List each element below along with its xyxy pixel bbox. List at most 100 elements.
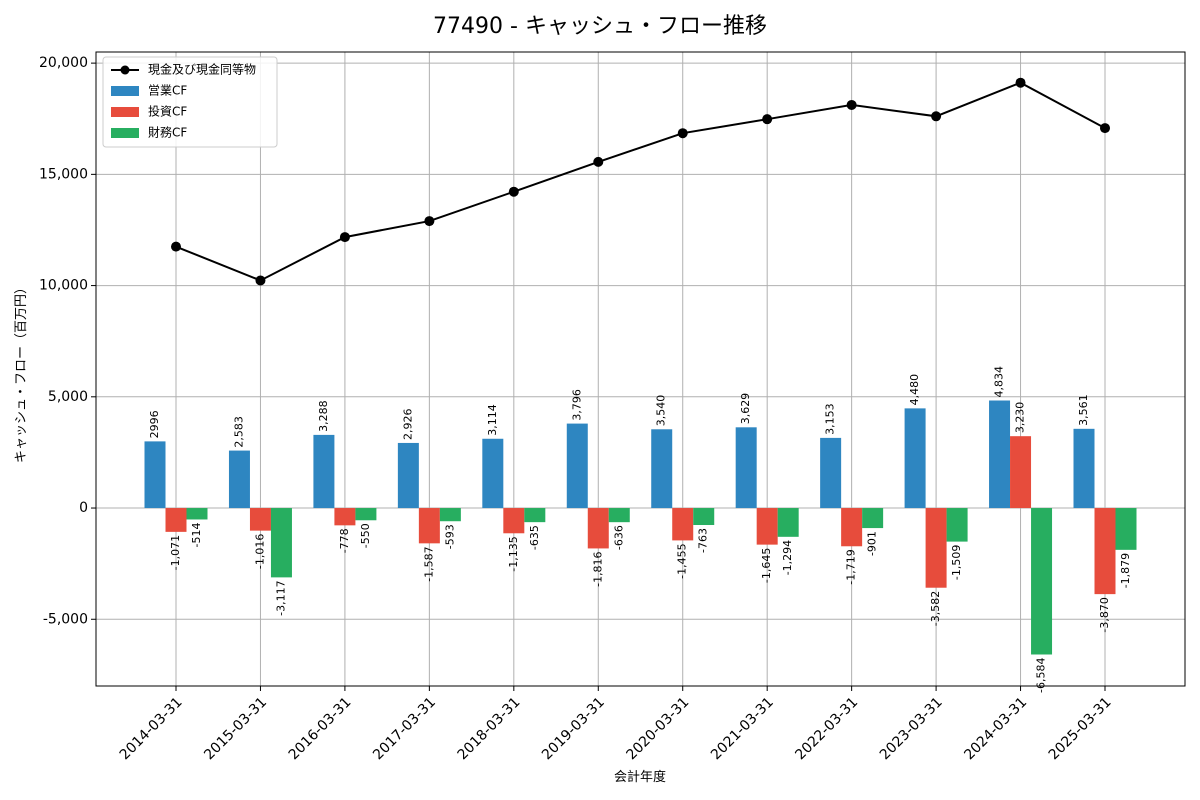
- bar-value-label: -550: [359, 523, 372, 548]
- bar-営業CF: [228, 450, 250, 509]
- x-tick-label: 2022-03-31: [792, 694, 861, 763]
- bar-value-label: 3,561: [1077, 394, 1090, 426]
- bar-value-label: 3,540: [655, 395, 668, 427]
- cash-line: [175, 81, 1106, 282]
- bar-value-label: -1,455: [676, 543, 689, 578]
- bar-value-label: 2996: [148, 410, 161, 438]
- bar-value-label: 3,288: [317, 400, 330, 432]
- bar-value-label: -593: [443, 524, 456, 549]
- bar-投資CF: [672, 508, 694, 541]
- bar-営業CF: [651, 429, 673, 509]
- bar-投資CF: [756, 508, 778, 545]
- legend-label: 投資CF: [148, 104, 187, 119]
- x-tick-label: 2018-03-31: [455, 694, 524, 763]
- bar-value-label: 2,926: [401, 408, 414, 440]
- legend-line-marker: [120, 65, 130, 75]
- cash-marker: [846, 99, 857, 110]
- bar-投資CF: [925, 508, 947, 588]
- bar-営業CF: [566, 423, 588, 509]
- x-tick-label: 2016-03-31: [286, 694, 355, 763]
- bar-value-label: -1,587: [422, 546, 435, 581]
- bar-財務CF: [862, 508, 884, 529]
- x-axis-label: 会計年度: [614, 769, 666, 785]
- bar-value-label: -778: [338, 528, 351, 553]
- bar-value-label: -1,135: [507, 536, 520, 571]
- cash-marker: [677, 128, 688, 139]
- bar-value-label: 3,230: [1014, 402, 1027, 434]
- bar-投資CF: [418, 508, 440, 544]
- cash-marker: [508, 186, 519, 197]
- bar-財務CF: [1115, 508, 1137, 550]
- bar-value-label: -1,879: [1119, 553, 1132, 588]
- bar-value-label: -1,645: [760, 548, 773, 583]
- cash-marker: [255, 275, 266, 286]
- legend-swatch: [111, 107, 139, 117]
- cash-marker: [424, 216, 435, 227]
- y-tick-label: -5,000: [43, 611, 88, 627]
- bars-layer: [144, 400, 1137, 655]
- bar-営業CF: [313, 434, 335, 509]
- cash-marker: [1015, 77, 1026, 88]
- y-tick-label: 0: [79, 500, 88, 516]
- y-tick-label: 15,000: [39, 166, 88, 182]
- x-tick-label: 2021-03-31: [708, 694, 777, 763]
- bar-value-label: -901: [866, 531, 879, 556]
- bar-財務CF: [946, 508, 968, 542]
- cash-marker: [171, 241, 181, 252]
- bar-value-label: -1,071: [169, 535, 182, 570]
- bar-財務CF: [777, 508, 799, 537]
- cash-marker: [931, 111, 942, 122]
- legend-label: 現金及び現金同等物: [148, 62, 256, 77]
- bar-営業CF: [904, 408, 926, 509]
- bar-営業CF: [482, 438, 504, 509]
- bar-財務CF: [186, 508, 208, 520]
- bar-value-label: -1,719: [845, 549, 858, 584]
- bar-投資CF: [503, 508, 525, 534]
- bar-value-label: 4,834: [993, 366, 1006, 398]
- bar-投資CF: [1010, 436, 1032, 509]
- bar-value-label: -3,117: [274, 580, 287, 615]
- legend-label: 営業CF: [148, 84, 187, 98]
- legend-swatch: [111, 128, 139, 138]
- y-axis-label: キャッシュ・フロー（百万円）: [14, 281, 29, 463]
- x-tick-label: 2017-03-31: [370, 694, 439, 763]
- bar-value-label: -1,816: [591, 551, 604, 586]
- cash-marker: [339, 232, 350, 243]
- bar-value-label: -3,870: [1098, 597, 1111, 632]
- bar-営業CF: [1073, 428, 1095, 509]
- plot-frame: [95, 51, 1186, 687]
- bar-value-label: -1,294: [781, 540, 794, 575]
- x-tick-label: 2019-03-31: [539, 694, 608, 763]
- bar-value-label: 3,153: [824, 403, 837, 435]
- bar-value-label: -3,582: [929, 591, 942, 626]
- y-tick-label: 10,000: [39, 278, 88, 294]
- bar-value-label: 3,114: [486, 404, 499, 436]
- bar-value-label: -763: [697, 528, 710, 553]
- cash-marker: [593, 156, 604, 167]
- bar-財務CF: [270, 508, 292, 578]
- bar-value-label: -6,584: [1035, 658, 1048, 693]
- bar-財務CF: [1031, 508, 1053, 655]
- bar-営業CF: [989, 400, 1011, 509]
- bar-投資CF: [841, 508, 863, 547]
- line-layer: [171, 77, 1110, 286]
- labels-layer: 2996 2,583 3,288 2,926 3,114 3,796 3,540 3,629 3…: [148, 366, 1132, 693]
- cash-marker: [762, 114, 773, 125]
- x-tick-label: 2020-03-31: [624, 694, 693, 763]
- x-tick-label: 2025-03-31: [1046, 694, 1115, 763]
- y-tick-label: 5,000: [48, 389, 88, 405]
- bar-value-label: 3,629: [739, 393, 752, 425]
- bar-営業CF: [820, 437, 842, 509]
- legend-swatch: [111, 86, 139, 96]
- bar-投資CF: [1094, 508, 1116, 595]
- bar-財務CF: [439, 508, 461, 522]
- legend-box: [102, 56, 278, 148]
- bar-財務CF: [355, 508, 377, 521]
- bar-value-label: -635: [528, 525, 541, 550]
- bar-value-label: 3,796: [570, 389, 583, 421]
- x-tick-label: 2014-03-31: [117, 694, 186, 763]
- x-tick-label: 2023-03-31: [877, 694, 946, 763]
- bar-value-label: 4,480: [908, 374, 921, 406]
